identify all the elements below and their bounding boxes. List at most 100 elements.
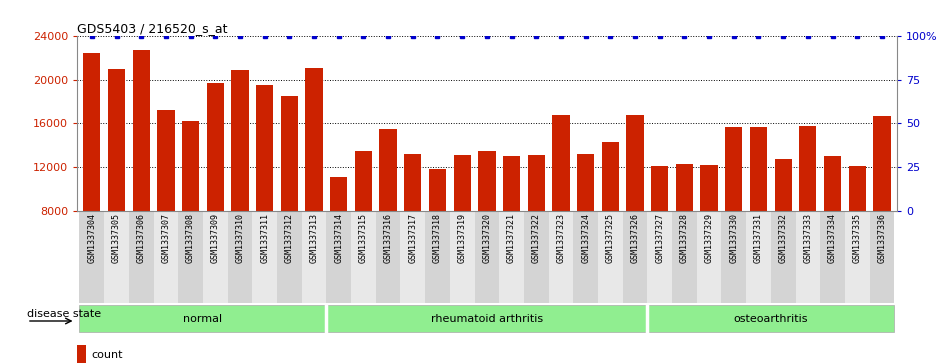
Bar — [355, 151, 372, 298]
Bar — [256, 85, 273, 298]
Text: GSM1337315: GSM1337315 — [359, 213, 368, 263]
Bar — [647, 211, 672, 303]
Bar — [626, 115, 643, 298]
Bar — [820, 211, 845, 303]
Text: GSM1337331: GSM1337331 — [754, 213, 763, 263]
Text: GSM1337334: GSM1337334 — [828, 213, 837, 263]
Bar — [651, 166, 669, 298]
Text: GSM1337327: GSM1337327 — [655, 213, 664, 263]
Text: osteoarthritis: osteoarthritis — [733, 314, 808, 323]
Text: GDS5403 / 216520_s_at: GDS5403 / 216520_s_at — [77, 22, 227, 35]
Bar — [528, 155, 545, 298]
Bar — [799, 126, 817, 298]
Bar — [623, 211, 647, 303]
Bar — [376, 211, 400, 303]
Bar — [129, 211, 154, 303]
Text: GSM1337319: GSM1337319 — [457, 213, 467, 263]
Bar — [478, 151, 496, 298]
Bar — [474, 211, 500, 303]
Text: GSM1337309: GSM1337309 — [210, 213, 220, 263]
Bar — [281, 96, 298, 298]
Bar — [253, 211, 277, 303]
Text: GSM1337316: GSM1337316 — [384, 213, 393, 263]
Bar — [574, 211, 598, 303]
Bar — [277, 211, 301, 303]
Bar — [132, 50, 150, 298]
Bar — [425, 211, 450, 303]
Text: GSM1337329: GSM1337329 — [704, 213, 714, 263]
Text: GSM1337335: GSM1337335 — [853, 213, 862, 263]
Bar — [700, 165, 717, 298]
Bar — [548, 211, 574, 303]
Bar — [104, 211, 129, 303]
Bar — [849, 166, 866, 298]
Bar — [500, 211, 524, 303]
Bar — [400, 211, 425, 303]
Text: GSM1337311: GSM1337311 — [260, 213, 269, 263]
Bar — [379, 129, 397, 298]
Text: GSM1337305: GSM1337305 — [112, 213, 121, 263]
Bar — [577, 154, 594, 298]
Bar — [697, 211, 721, 303]
Bar — [873, 116, 890, 298]
Bar — [598, 211, 623, 303]
Bar — [231, 70, 249, 298]
Bar — [108, 69, 125, 298]
Text: GSM1337317: GSM1337317 — [408, 213, 417, 263]
Text: GSM1337308: GSM1337308 — [186, 213, 195, 263]
Text: GSM1337314: GSM1337314 — [334, 213, 344, 263]
Text: GSM1337333: GSM1337333 — [804, 213, 812, 263]
Bar — [351, 211, 376, 303]
Bar — [203, 211, 227, 303]
FancyBboxPatch shape — [647, 305, 894, 333]
Bar — [750, 127, 767, 298]
Bar — [227, 211, 253, 303]
Bar — [676, 164, 693, 298]
Bar — [84, 53, 100, 298]
Text: GSM1337325: GSM1337325 — [606, 213, 615, 263]
Text: GSM1337322: GSM1337322 — [531, 213, 541, 263]
Text: GSM1337306: GSM1337306 — [137, 213, 146, 263]
Bar — [154, 211, 178, 303]
Bar — [207, 83, 223, 298]
Text: rheumatoid arthritis: rheumatoid arthritis — [431, 314, 543, 323]
Bar — [552, 115, 570, 298]
Text: normal: normal — [183, 314, 223, 323]
Bar — [845, 211, 870, 303]
Bar — [331, 177, 347, 298]
Bar — [824, 156, 841, 298]
Text: GSM1337304: GSM1337304 — [87, 213, 97, 263]
Text: GSM1337310: GSM1337310 — [236, 213, 244, 263]
Bar — [305, 68, 323, 298]
Text: GSM1337320: GSM1337320 — [483, 213, 491, 263]
FancyBboxPatch shape — [80, 305, 327, 333]
Text: GSM1337313: GSM1337313 — [310, 213, 318, 263]
Bar — [775, 159, 792, 298]
Bar — [454, 155, 470, 298]
Bar — [721, 211, 747, 303]
Bar — [870, 211, 894, 303]
Bar — [450, 211, 474, 303]
Text: GSM1337332: GSM1337332 — [778, 213, 788, 263]
Bar — [327, 211, 351, 303]
Text: GSM1337318: GSM1337318 — [433, 213, 442, 263]
Text: GSM1337324: GSM1337324 — [581, 213, 590, 263]
Bar — [524, 211, 548, 303]
Bar — [157, 110, 175, 298]
Text: GSM1337323: GSM1337323 — [557, 213, 565, 263]
Bar — [795, 211, 820, 303]
Bar — [301, 211, 327, 303]
Bar — [771, 211, 795, 303]
Bar — [747, 211, 771, 303]
Bar — [429, 169, 446, 298]
Text: GSM1337312: GSM1337312 — [285, 213, 294, 263]
Bar — [602, 142, 619, 298]
Text: GSM1337307: GSM1337307 — [162, 213, 170, 263]
Text: count: count — [91, 350, 123, 360]
Text: GSM1337330: GSM1337330 — [730, 213, 738, 263]
Bar — [80, 211, 104, 303]
Text: GSM1337328: GSM1337328 — [680, 213, 689, 263]
Text: GSM1337336: GSM1337336 — [877, 213, 886, 263]
Bar — [178, 211, 203, 303]
Bar — [182, 121, 199, 298]
